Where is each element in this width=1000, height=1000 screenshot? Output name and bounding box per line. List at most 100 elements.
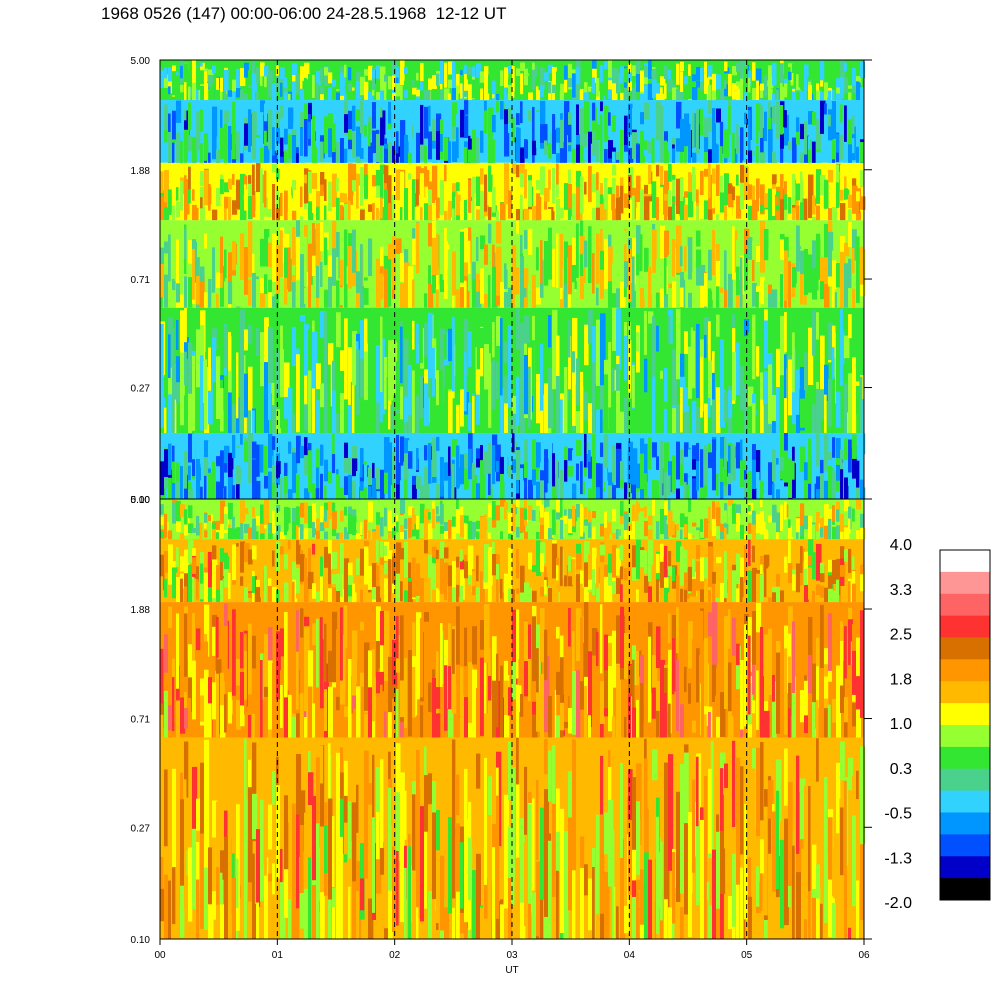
intensity-streak (844, 383, 848, 434)
intensity-streak (244, 650, 247, 700)
intensity-streak (164, 170, 169, 203)
intensity-streak (192, 189, 195, 201)
intensity-streak (476, 568, 481, 601)
intensity-streak (616, 664, 622, 738)
intensity-streak (640, 234, 643, 272)
intensity-streak (548, 588, 553, 603)
intensity-streak (584, 92, 589, 101)
intensity-streak (376, 185, 381, 198)
intensity-streak (504, 401, 509, 434)
intensity-streak (608, 799, 614, 887)
intensity-streak (184, 146, 188, 163)
intensity-streak (540, 67, 545, 87)
intensity-streak (500, 592, 506, 603)
intensity-streak (452, 141, 458, 163)
intensity-streak (656, 579, 659, 603)
intensity-streak (704, 273, 708, 307)
intensity-streak (484, 110, 488, 134)
intensity-streak (760, 276, 765, 305)
intensity-streak (688, 621, 693, 669)
intensity-streak (648, 140, 653, 153)
intensity-streak (696, 702, 701, 738)
intensity-streak (388, 340, 394, 401)
intensity-streak (660, 62, 665, 88)
intensity-streak (408, 517, 412, 538)
intensity-streak (388, 76, 392, 90)
intensity-streak (164, 74, 169, 88)
intensity-streak (848, 92, 852, 101)
intensity-streak (480, 130, 484, 153)
intensity-streak (220, 77, 223, 92)
intensity-streak (632, 659, 635, 737)
intensity-streak (296, 610, 299, 674)
intensity-streak (444, 547, 449, 559)
intensity-streak (836, 391, 841, 428)
intensity-streak (708, 174, 714, 210)
intensity-streak (428, 283, 434, 308)
intensity-streak (312, 74, 315, 98)
intensity-streak (168, 606, 172, 642)
intensity-streak (256, 516, 261, 526)
intensity-streak (424, 553, 430, 565)
intensity-streak (280, 882, 286, 939)
intensity-streak (704, 137, 709, 157)
intensity-streak (348, 200, 351, 221)
intensity-streak (680, 528, 686, 540)
intensity-streak (460, 389, 464, 427)
intensity-streak (160, 461, 165, 496)
intensity-streak (568, 448, 573, 461)
intensity-streak (212, 292, 216, 308)
intensity-streak (576, 504, 580, 518)
intensity-streak (612, 830, 615, 939)
intensity-streak (784, 433, 788, 451)
intensity-streak (444, 462, 450, 499)
intensity-streak (240, 367, 244, 434)
intensity-streak (300, 254, 306, 297)
intensity-streak (500, 202, 506, 221)
intensity-streak (404, 152, 409, 163)
intensity-streak (580, 236, 585, 255)
intensity-streak (460, 585, 463, 603)
intensity-streak (524, 169, 527, 199)
intensity-streak (456, 508, 461, 534)
intensity-streak (860, 61, 866, 79)
intensity-streak (480, 460, 486, 499)
intensity-streak (320, 505, 324, 523)
intensity-streak (748, 470, 754, 489)
intensity-streak (404, 338, 409, 397)
intensity-streak (632, 195, 635, 221)
intensity-streak (400, 206, 403, 221)
intensity-streak (372, 268, 378, 308)
intensity-streak (812, 111, 817, 126)
intensity-streak (512, 269, 515, 308)
intensity-streak (176, 462, 180, 495)
intensity-streak (564, 284, 568, 308)
intensity-streak (196, 485, 201, 499)
intensity-streak (804, 352, 808, 391)
intensity-streak (276, 615, 279, 646)
intensity-streak (624, 200, 627, 209)
intensity-streak (560, 808, 565, 934)
intensity-streak (760, 85, 764, 98)
intensity-streak (376, 512, 382, 525)
intensity-streak (444, 571, 448, 600)
intensity-streak (484, 293, 489, 308)
intensity-streak (288, 134, 293, 159)
intensity-streak (388, 550, 393, 560)
intensity-streak (176, 356, 181, 383)
intensity-streak (716, 260, 722, 287)
intensity-streak (676, 90, 681, 100)
intensity-streak (260, 332, 265, 387)
intensity-streak (380, 316, 383, 392)
intensity-streak (224, 540, 227, 557)
intensity-streak (564, 101, 570, 136)
intensity-streak (368, 91, 374, 101)
intensity-streak (416, 179, 419, 206)
intensity-streak (636, 184, 641, 202)
intensity-streak (624, 321, 627, 343)
intensity-streak (820, 91, 825, 101)
intensity-streak (288, 694, 292, 738)
intensity-streak (368, 238, 373, 277)
intensity-streak (412, 873, 417, 935)
intensity-streak (600, 544, 606, 556)
